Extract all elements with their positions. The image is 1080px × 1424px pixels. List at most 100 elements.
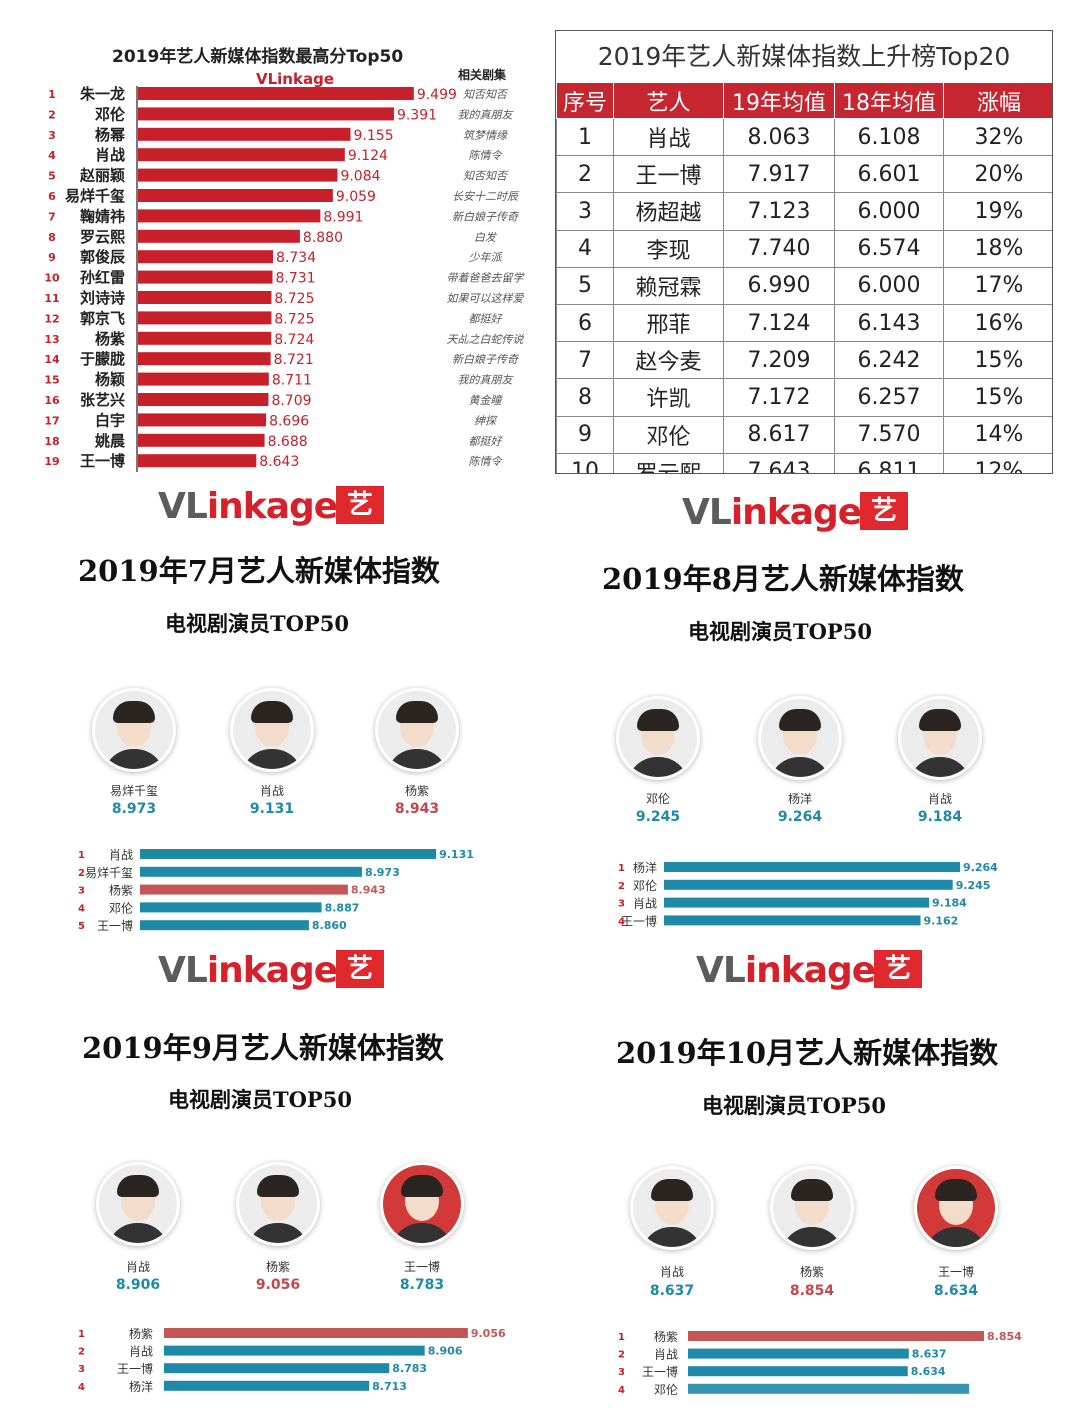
artist-label: 杨颖 <box>95 371 125 389</box>
table-cell: 7.209 <box>723 341 835 380</box>
rank-label: 1 <box>78 850 85 861</box>
rank-label: 2 <box>78 1347 85 1358</box>
drama-label: 天乩之白蛇传说 <box>447 333 525 346</box>
drama-label: 陈情令 <box>469 149 504 162</box>
yi-badge-icon: 艺 <box>874 950 922 988</box>
rank-label: 3 <box>78 1364 85 1375</box>
avatar <box>236 1162 320 1246</box>
bar <box>138 331 272 345</box>
table-cell: 杨超越 <box>613 192 724 231</box>
value-label: 8.725 <box>274 311 314 327</box>
value-label: 8.991 <box>323 209 363 225</box>
drama-label: 如果可以这样爱 <box>447 292 525 305</box>
rank-label: 18 <box>44 435 59 448</box>
avatar <box>380 1162 464 1246</box>
artist-label: 杨紫 <box>129 1326 153 1341</box>
bar <box>138 250 274 264</box>
rank-label: 12 <box>44 312 59 325</box>
table-cell: 6.000 <box>834 192 944 231</box>
drama-label: 长安十二时辰 <box>452 190 520 203</box>
value-label: 9.084 <box>340 169 380 185</box>
bar <box>164 1328 468 1338</box>
value-label: 8.734 <box>276 250 316 266</box>
rank-label: 4 <box>618 916 625 927</box>
top3-score: 9.264 <box>777 809 823 825</box>
value-label: 9.499 <box>417 87 457 103</box>
monthly-bar-chart: 1 杨紫 9.056 2 肖战 8.906 3 王一博 8.783 4 杨洋 8.713 <box>78 1326 506 1394</box>
rank-label: 10 <box>44 272 60 285</box>
top3-name: 王一博 <box>403 1260 440 1274</box>
drama-label: 筑梦情缘 <box>463 129 508 142</box>
bar <box>688 1331 984 1341</box>
table-cell: 7.124 <box>723 303 835 343</box>
table-row: 3 杨超越 7.123 6.000 19% <box>556 192 1052 231</box>
drama-label: 黄金瞳 <box>469 394 504 407</box>
rank-label: 5 <box>78 921 85 932</box>
monthly-panel: VLinkage 艺 2019年7月艺人新媒体指数 电视剧演员TOP50 易烊千玺 8.9… <box>78 486 474 933</box>
bar <box>138 107 394 121</box>
avatar <box>96 1162 180 1246</box>
table-row: 1 肖战 8.063 6.108 32% <box>556 117 1052 157</box>
artist-label: 罗云熙 <box>80 228 125 246</box>
value-label: 8.906 <box>428 1345 463 1358</box>
rising-table: 序号 艺人 19年均值 18年均值 涨幅 1 肖战 8.063 6.108 32% 2 王一博 7.9… <box>556 82 1052 473</box>
bar <box>140 884 348 895</box>
artist-label: 杨紫 <box>109 883 133 898</box>
table-cell: 7.123 <box>723 192 835 231</box>
top3-name: 杨洋 <box>787 792 812 806</box>
drama-label: 知否知否 <box>463 170 509 183</box>
rank-label: 3 <box>48 129 56 142</box>
table-row: 9 邓伦 8.617 7.570 14% <box>556 415 1052 454</box>
artist-label: 杨洋 <box>633 860 657 875</box>
table-cell: 32% <box>943 117 1052 157</box>
value-label: 8.973 <box>365 866 400 879</box>
value-label: 8.637 <box>912 1348 947 1361</box>
drama-label: 少年派 <box>469 251 504 264</box>
rank-label: 13 <box>44 333 59 346</box>
avatar <box>758 696 842 780</box>
value-label: 8.887 <box>325 901 360 914</box>
artist-label: 赵丽颖 <box>79 167 125 185</box>
artist-label: 杨幂 <box>95 126 126 144</box>
chart-title: 2019年艺人新媒体指数最高分Top50 <box>112 47 404 67</box>
table-cell: 6.574 <box>834 229 944 268</box>
table-header-cell: 18年均值 <box>834 82 944 119</box>
artist-label: 邓伦 <box>95 105 126 123</box>
drama-label: 白发 <box>474 231 497 244</box>
bar <box>688 1366 908 1377</box>
top3-name: 肖战 <box>125 1260 150 1274</box>
top3-name: 肖战 <box>927 792 952 806</box>
avatar <box>375 688 459 772</box>
artist-label: 肖战 <box>129 1345 153 1359</box>
artist-label: 易烊千玺 <box>85 866 133 880</box>
table-cell: 3 <box>556 192 614 231</box>
bar <box>140 866 362 877</box>
bar <box>664 862 961 872</box>
bar <box>138 168 338 182</box>
value-label: 9.184 <box>932 897 967 910</box>
table-header-cell: 19年均值 <box>723 82 835 119</box>
table-row: 2 王一博 7.917 6.601 20% <box>556 155 1052 194</box>
drama-label: 新白娘子传奇 <box>452 210 519 223</box>
bar <box>138 433 265 447</box>
rank-label: 6 <box>48 190 56 203</box>
rank-label: 1 <box>618 863 625 874</box>
artist-label: 杨洋 <box>129 1379 153 1394</box>
top3-name: 肖战 <box>659 1265 684 1279</box>
value-label: 8.713 <box>372 1380 407 1393</box>
vlinkage-logo: VLinkage <box>696 950 876 991</box>
table-cell: 7.740 <box>723 229 835 268</box>
value-label: 8.688 <box>268 434 308 450</box>
artist-label: 肖战 <box>633 897 657 911</box>
table-cell: 6.242 <box>834 341 944 380</box>
rank-label: 1 <box>48 88 56 101</box>
table-cell: 6 <box>556 303 614 343</box>
bar <box>138 372 269 386</box>
rank-label: 5 <box>48 170 56 183</box>
rank-label: 3 <box>618 1367 625 1378</box>
top3-score: 9.184 <box>917 809 963 825</box>
panel-title: 2019年8月艺人新媒体指数 <box>602 562 964 596</box>
rank-label: 7 <box>48 210 56 223</box>
top3-score: 9.245 <box>635 809 681 825</box>
